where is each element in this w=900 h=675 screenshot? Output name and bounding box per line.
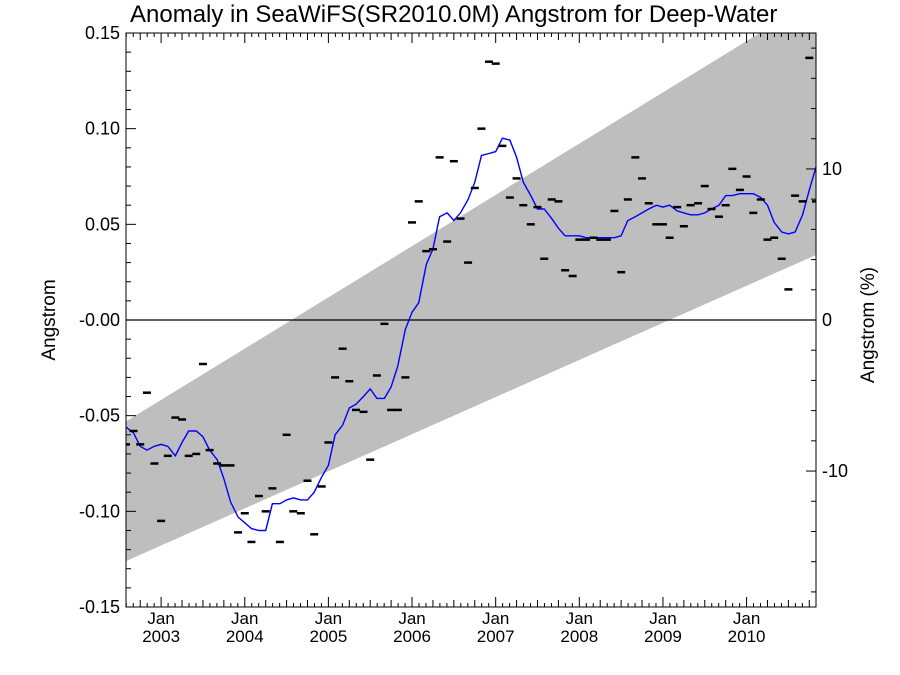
x-tick-year-label: 2010 (728, 627, 766, 646)
y-tick-label: -0.00 (79, 310, 120, 330)
y-right-tick-label: -10 (822, 461, 848, 481)
y-tick-label: 0.15 (85, 23, 120, 43)
x-tick-month-label: Jan (315, 609, 342, 628)
x-tick-month-label: Jan (482, 609, 509, 628)
series-line-0 (126, 137, 816, 532)
x-tick-month-label: Jan (649, 609, 676, 628)
trend-band (126, 33, 816, 562)
x-tick-year-label: 2003 (142, 627, 180, 646)
y-right-tick-label: 10 (822, 159, 842, 179)
x-tick-year-label: 2006 (393, 627, 431, 646)
y-right-axis-label: Angstrom (%) (858, 267, 879, 383)
x-tick-month-label: Jan (566, 609, 593, 628)
y-tick-label: -0.10 (79, 501, 120, 521)
x-tick-year-label: 2009 (644, 627, 682, 646)
x-tick-month-label: Jan (147, 609, 174, 628)
x-tick-month-label: Jan (231, 609, 258, 628)
y-right-tick-label: 0 (822, 310, 832, 330)
y-tick-label: 0.05 (85, 214, 120, 234)
x-tick-year-label: 2007 (477, 627, 515, 646)
y-tick-label: -0.15 (79, 597, 120, 617)
y-tick-label: 0.10 (85, 119, 120, 139)
x-tick-month-label: Jan (398, 609, 425, 628)
x-tick-month-label: Jan (733, 609, 760, 628)
x-tick-year-label: 2008 (560, 627, 598, 646)
y-axis-label: Angstrom (39, 279, 60, 360)
chart-title: Anomaly in SeaWiFS(SR2010.0M) Angstrom f… (130, 1, 777, 28)
y-tick-label: -0.05 (79, 406, 120, 426)
x-tick-year-label: 2004 (226, 627, 264, 646)
x-tick-year-label: 2005 (309, 627, 347, 646)
